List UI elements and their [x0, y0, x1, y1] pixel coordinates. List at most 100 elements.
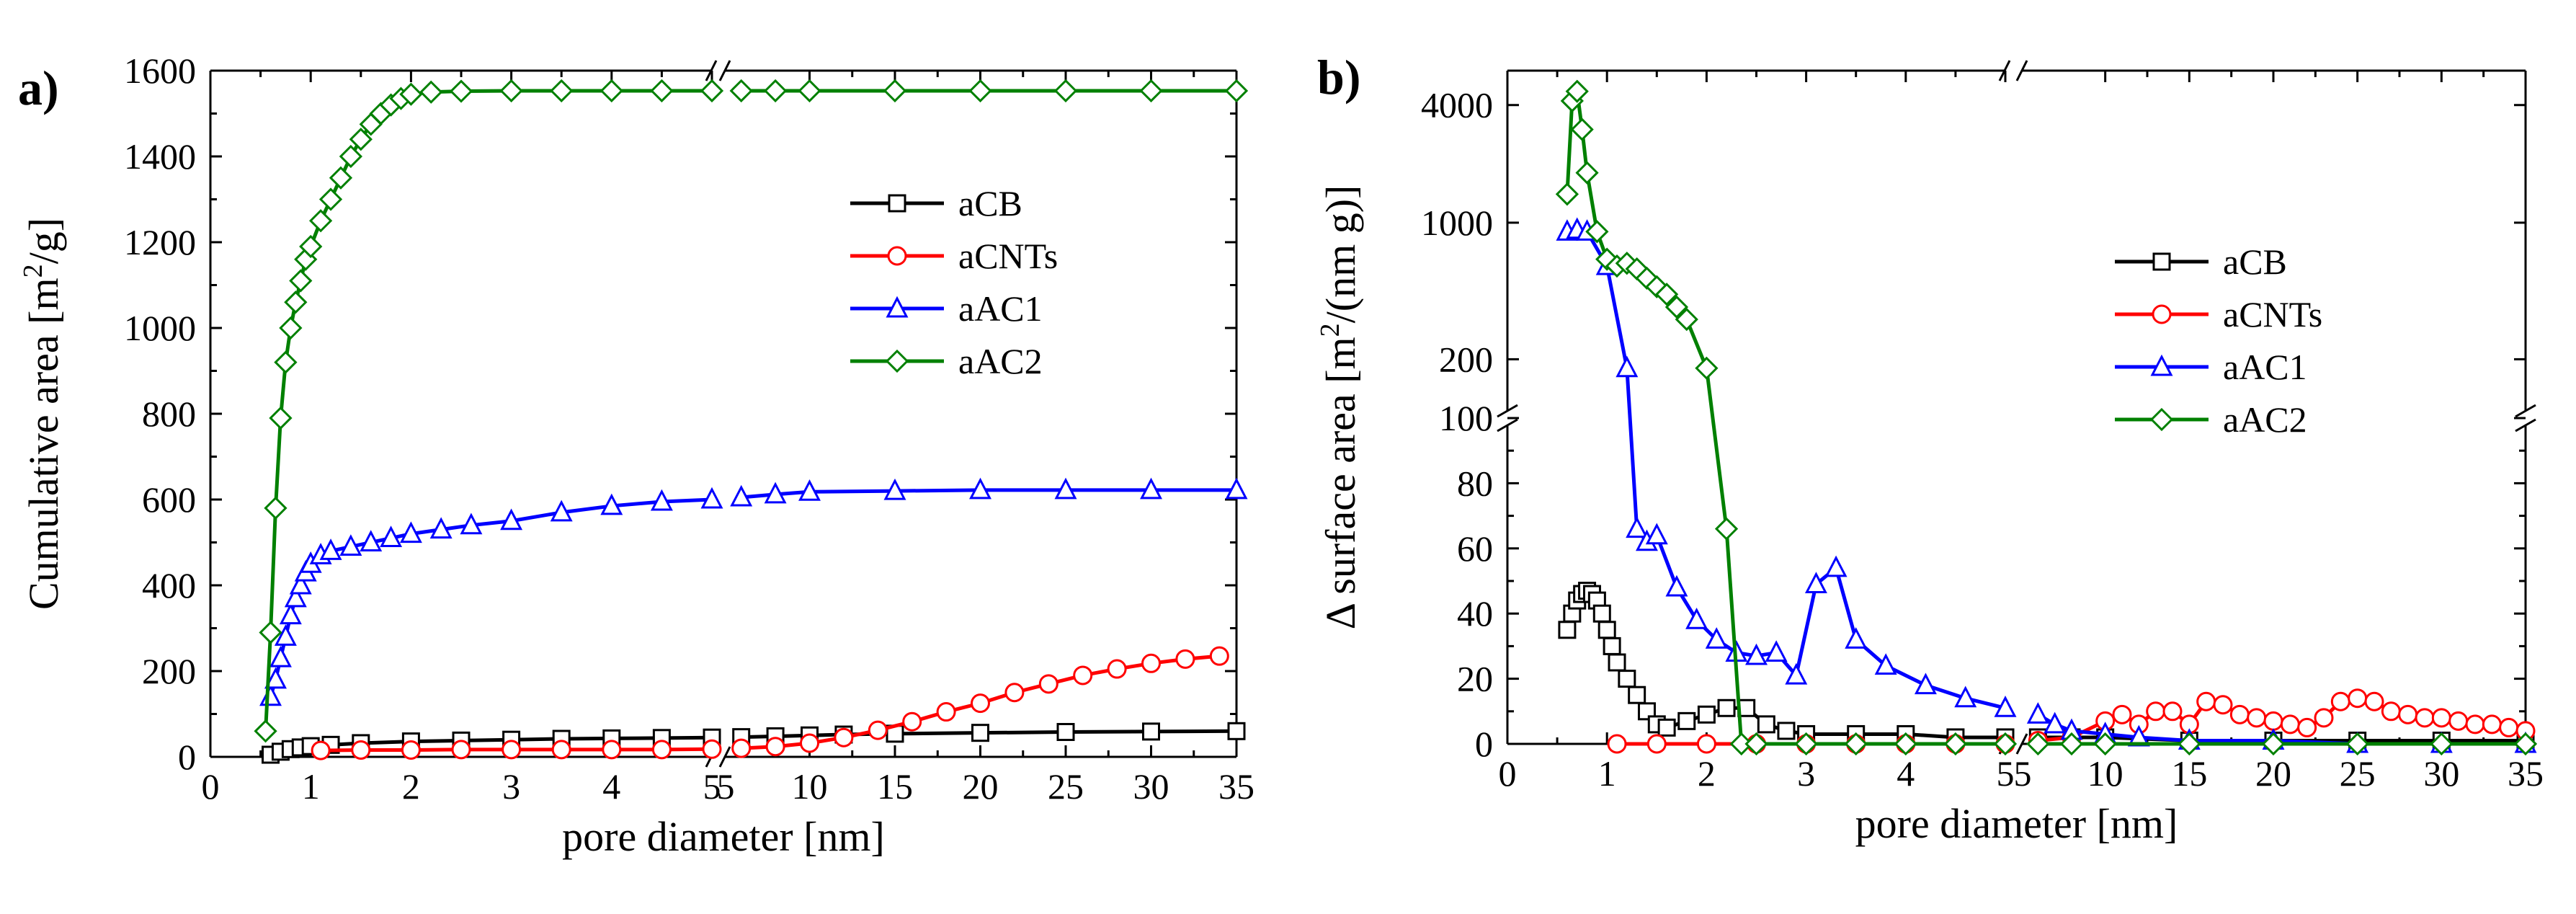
x-tick-label: 35 — [2508, 753, 2544, 794]
legend-label-aCB: aCB — [2223, 241, 2287, 282]
data-point-aCNTs — [1175, 649, 1195, 669]
data-point-aAC2 — [883, 79, 907, 103]
data-point-aAC1 — [764, 482, 787, 504]
series-aCNTs — [311, 646, 1229, 760]
data-point-aAC2 — [1224, 79, 1249, 103]
data-point-aAC2 — [1844, 732, 1868, 756]
legend: aCB aCNTs aAC1 aAC2 — [850, 183, 1058, 381]
data-point-aCNTs — [602, 740, 622, 760]
y-tick-label: 1000 — [1421, 203, 1493, 243]
data-point-aCB — [1697, 705, 1716, 724]
data-point-aCNTs — [1073, 665, 1093, 686]
data-point-aCB — [971, 724, 989, 742]
y-axis-label-part: Δ surface area [m — [1317, 337, 1364, 629]
x-tick-label: 5 — [2014, 753, 2032, 794]
data-point-aAC1 — [1705, 627, 1728, 649]
data-point-aAC1 — [550, 500, 573, 522]
data-point-aAC1 — [1765, 640, 1788, 662]
chart-panel-0: 0 1 2 3 4 55 10 15 20 25 30 35 0 200 400 600 800 1000 1200… — [18, 50, 1254, 860]
data-point-aAC2 — [1570, 117, 1594, 141]
data-point-aAC1 — [1745, 643, 1768, 665]
data-point-aAC2 — [349, 128, 373, 151]
y-tick-label: 80 — [1457, 463, 1493, 503]
data-point-aAC2 — [1894, 732, 1917, 756]
x-tick-label: 4 — [602, 766, 620, 807]
data-point-aAC1 — [259, 684, 282, 706]
data-point-aCNTs — [351, 740, 371, 760]
series-aAC2 — [254, 79, 1249, 743]
x-tick-label: 15 — [2171, 753, 2207, 794]
y-axis-label-superscript: 2 — [1315, 323, 1345, 337]
data-point-aAC2 — [1139, 79, 1163, 103]
y-tick-label: 600 — [142, 479, 196, 520]
data-point-aCB — [1777, 722, 1796, 740]
y-axis-label-part: /g] — [20, 218, 67, 264]
data-point-aAC2 — [650, 79, 674, 103]
data-point-aCNTs — [1107, 659, 1127, 679]
data-point-aAC2 — [1695, 356, 1719, 380]
x-tick-label: 0 — [202, 766, 220, 807]
data-point-aAC2 — [499, 79, 523, 103]
data-point-aAC2 — [968, 79, 992, 103]
data-point-aAC1 — [500, 508, 523, 531]
series-line-aAC2 — [1565, 85, 2005, 746]
data-point-aCB — [1603, 636, 1621, 655]
data-point-aAC2 — [1675, 307, 1698, 332]
data-point-aAC2 — [700, 79, 724, 103]
data-point-aCNTs — [2431, 708, 2451, 728]
x-tick-label: 35 — [1218, 766, 1254, 807]
data-point-aCB — [1628, 686, 1646, 704]
data-point-aAC2 — [284, 290, 308, 314]
y-axis-label: Cumulative area [m2/g] — [18, 218, 67, 610]
data-point-aCB — [1597, 621, 1616, 639]
data-point-aAC1 — [1994, 696, 2017, 717]
data-point-aAC1 — [2026, 702, 2049, 724]
data-point-aAC1 — [1785, 662, 1808, 685]
data-point-aCNTs — [651, 740, 672, 760]
data-point-aAC1 — [1665, 574, 1688, 597]
data-point-aAC1 — [2044, 711, 2067, 734]
data-point-aCNTs — [1607, 734, 1627, 754]
data-point-aAC2 — [1664, 295, 1689, 319]
chart-panel-1: 0 1 2 3 4 5 5 10 15 20 25 30 35 0 20 40 60 80 100 200 1000 40… — [1315, 50, 2544, 847]
data-point-aAC1 — [1615, 355, 1639, 378]
data-point-aCNTs — [2112, 704, 2132, 724]
data-point-aAC1 — [600, 493, 623, 515]
data-point-aAC1 — [1225, 477, 1248, 500]
x-tick-label: 10 — [2087, 753, 2123, 794]
x-axis-label: pore diameter [nm] — [1855, 800, 2178, 847]
data-point-aAC2 — [1714, 517, 1739, 541]
legend-marker-aAC1 — [886, 296, 909, 318]
series-aAC2 — [1555, 79, 2538, 756]
y-break-mark — [1497, 404, 1518, 418]
data-point-aAC2 — [2513, 732, 2538, 756]
data-point-aCNTs — [2247, 708, 2267, 728]
series-line-aAC1 — [269, 497, 713, 698]
data-point-aCNTs — [2297, 717, 2317, 737]
x-tick-label: 2 — [1698, 753, 1716, 794]
x-tick-label: 25 — [1048, 766, 1084, 807]
x-tick-label: 15 — [877, 766, 913, 807]
y-axis-label: Δ surface area [m2/(nm g)] — [1315, 185, 1364, 630]
x-break-mark — [2015, 60, 2028, 81]
data-point-aAC2 — [329, 166, 353, 190]
y-tick-label: 100 — [1439, 398, 1493, 438]
data-point-aAC2 — [600, 79, 623, 103]
legend-marker-aAC2 — [2149, 407, 2174, 432]
data-point-aAC2 — [449, 79, 473, 103]
data-point-aAC1 — [360, 530, 383, 551]
data-point-aCNTs — [971, 693, 990, 714]
data-point-aCNTs — [2348, 688, 2368, 709]
x-tick-label: 5 — [1997, 753, 2015, 794]
data-point-aAC1 — [429, 517, 453, 539]
data-point-aAC2 — [1794, 732, 1818, 756]
data-point-aAC2 — [1654, 283, 1679, 306]
x-tick-label: 1 — [1598, 753, 1616, 794]
data-point-aAC1 — [319, 538, 342, 560]
data-point-aAC1 — [1054, 477, 1077, 500]
y-tick-label: 400 — [142, 565, 196, 605]
data-point-aAC2 — [1575, 161, 1599, 185]
data-point-aCNTs — [731, 738, 752, 758]
x-axis-label: pore diameter [nm] — [562, 813, 885, 860]
data-point-aAC2 — [729, 79, 753, 103]
